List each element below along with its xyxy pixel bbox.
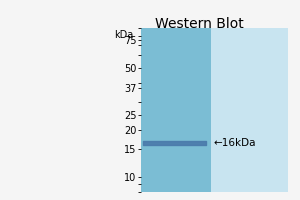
Text: ←16kDa: ←16kDa	[213, 138, 256, 148]
Bar	[141, 28, 288, 192]
Bar	[211, 28, 288, 192]
Text: kDa: kDa	[115, 30, 134, 40]
Text: Western Blot: Western Blot	[155, 17, 244, 31]
